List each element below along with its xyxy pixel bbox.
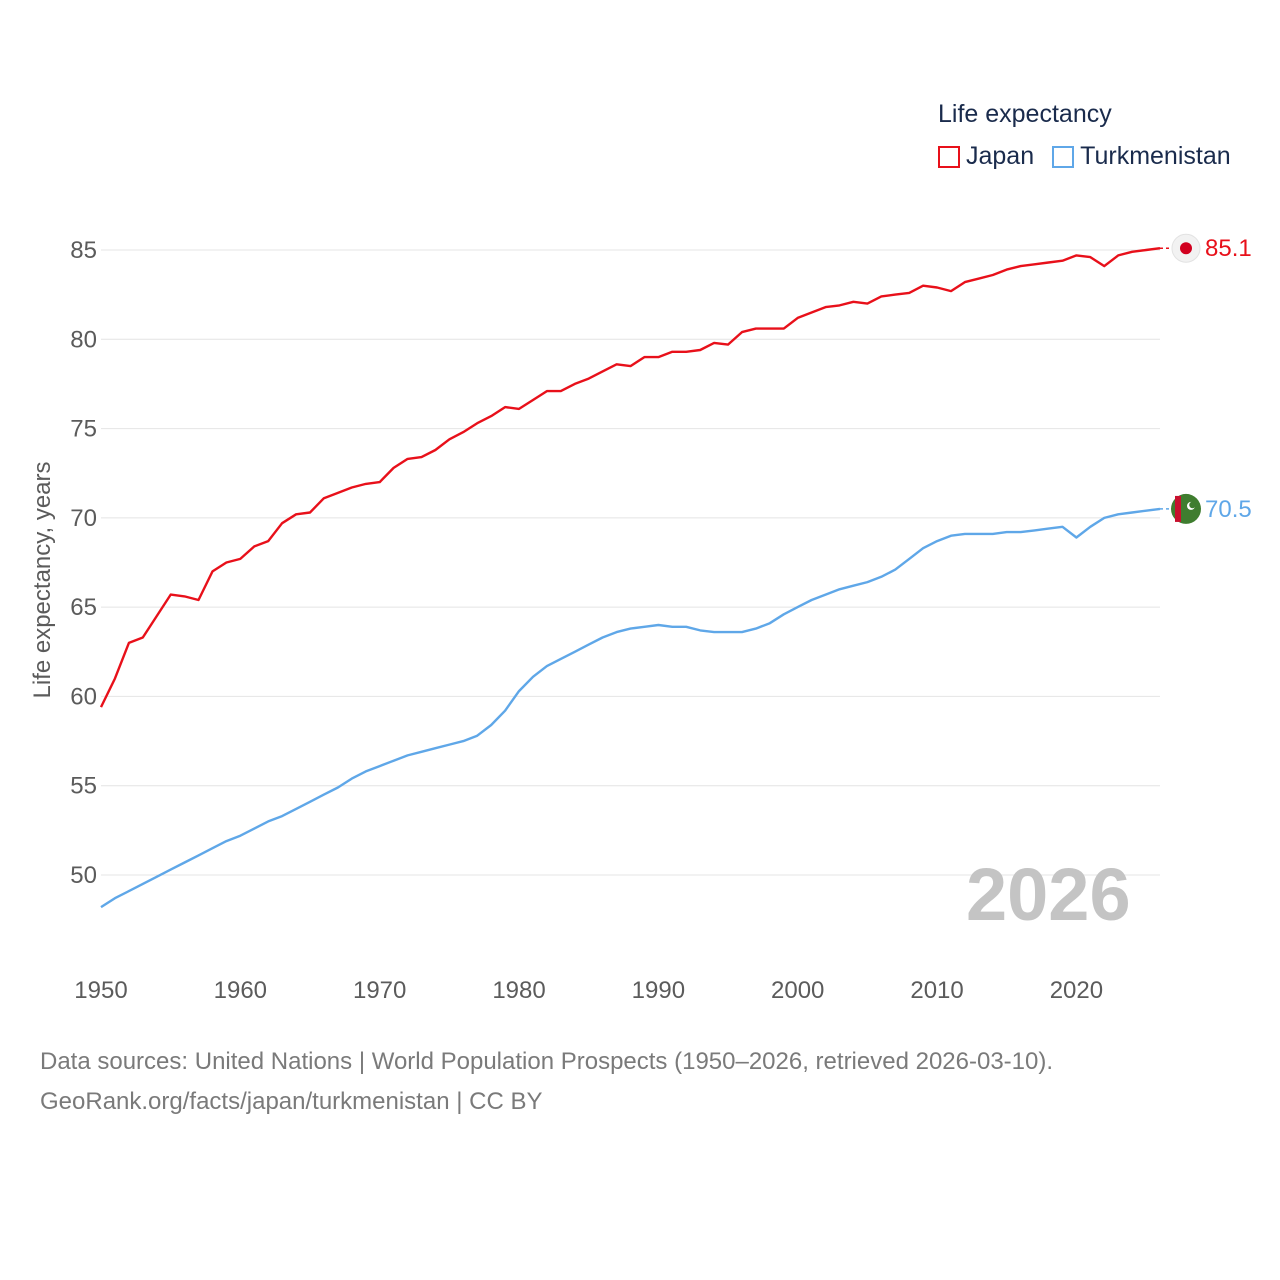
series-line-japan bbox=[99, 247, 1161, 708]
series-lines bbox=[99, 247, 1161, 909]
x-tick-1960: 1960 bbox=[214, 977, 267, 1004]
series-line-turkmenistan bbox=[100, 507, 1161, 909]
grid-lines bbox=[101, 249, 1160, 876]
legend-label-turkmenistan: Turkmenistan bbox=[1080, 142, 1231, 170]
y-tick-85: 85 bbox=[70, 237, 97, 264]
x-tick-2000: 2000 bbox=[771, 977, 824, 1004]
legend-item-turkmenistan[interactable]: Turkmenistan bbox=[1052, 142, 1231, 171]
footer-sources: Data sources: United Nations | World Pop… bbox=[40, 1048, 1054, 1075]
y-tick-65: 65 bbox=[70, 594, 97, 621]
x-tick-1970: 1970 bbox=[353, 977, 406, 1004]
x-tick-1990: 1990 bbox=[632, 977, 685, 1004]
x-tick-labels: 1950 1960 1970 1980 1990 2000 2010 2020 bbox=[74, 977, 1103, 1004]
x-tick-2020: 2020 bbox=[1050, 977, 1103, 1004]
legend-label-japan: Japan bbox=[966, 142, 1035, 170]
x-tick-1980: 1980 bbox=[492, 977, 545, 1004]
legend-swatch-japan bbox=[938, 145, 960, 168]
y-tick-75: 75 bbox=[70, 416, 97, 443]
y-axis-label: Life expectancy, years bbox=[29, 461, 56, 698]
y-tick-80: 80 bbox=[70, 326, 97, 353]
year-stamp: 2026 bbox=[966, 853, 1131, 936]
y-tick-55: 55 bbox=[70, 773, 97, 800]
y-tick-labels: 50 55 60 65 70 75 80 85 bbox=[70, 237, 97, 889]
end-label-japan: 85.1 bbox=[1205, 235, 1252, 262]
end-label-turkmenistan: 70.5 bbox=[1205, 496, 1252, 523]
legend-title: Life expectancy bbox=[938, 100, 1112, 128]
flag-marker-japan bbox=[1171, 233, 1201, 263]
x-tick-2010: 2010 bbox=[910, 977, 963, 1004]
y-tick-70: 70 bbox=[70, 505, 97, 532]
y-tick-50: 50 bbox=[70, 862, 97, 889]
footer-link[interactable]: GeoRank.org/facts/japan/turkmenistan | C… bbox=[40, 1088, 543, 1115]
legend-item-japan[interactable]: Japan bbox=[938, 142, 1034, 171]
footer: Data sources: United Nations | World Pop… bbox=[40, 1042, 1053, 1122]
legend-swatch-turkmenistan bbox=[1052, 145, 1075, 168]
legend: Japan Turkmenistan bbox=[938, 142, 1249, 171]
line-chart: 50 55 60 65 70 75 80 85 1950 1960 1970 1980 1990 200… bbox=[29, 233, 1252, 1004]
flag-marker-turkmenistan bbox=[1171, 493, 1201, 524]
end-markers: 85.1 70.5 bbox=[1160, 233, 1252, 524]
x-tick-1950: 1950 bbox=[74, 977, 127, 1004]
y-tick-60: 60 bbox=[70, 683, 97, 710]
